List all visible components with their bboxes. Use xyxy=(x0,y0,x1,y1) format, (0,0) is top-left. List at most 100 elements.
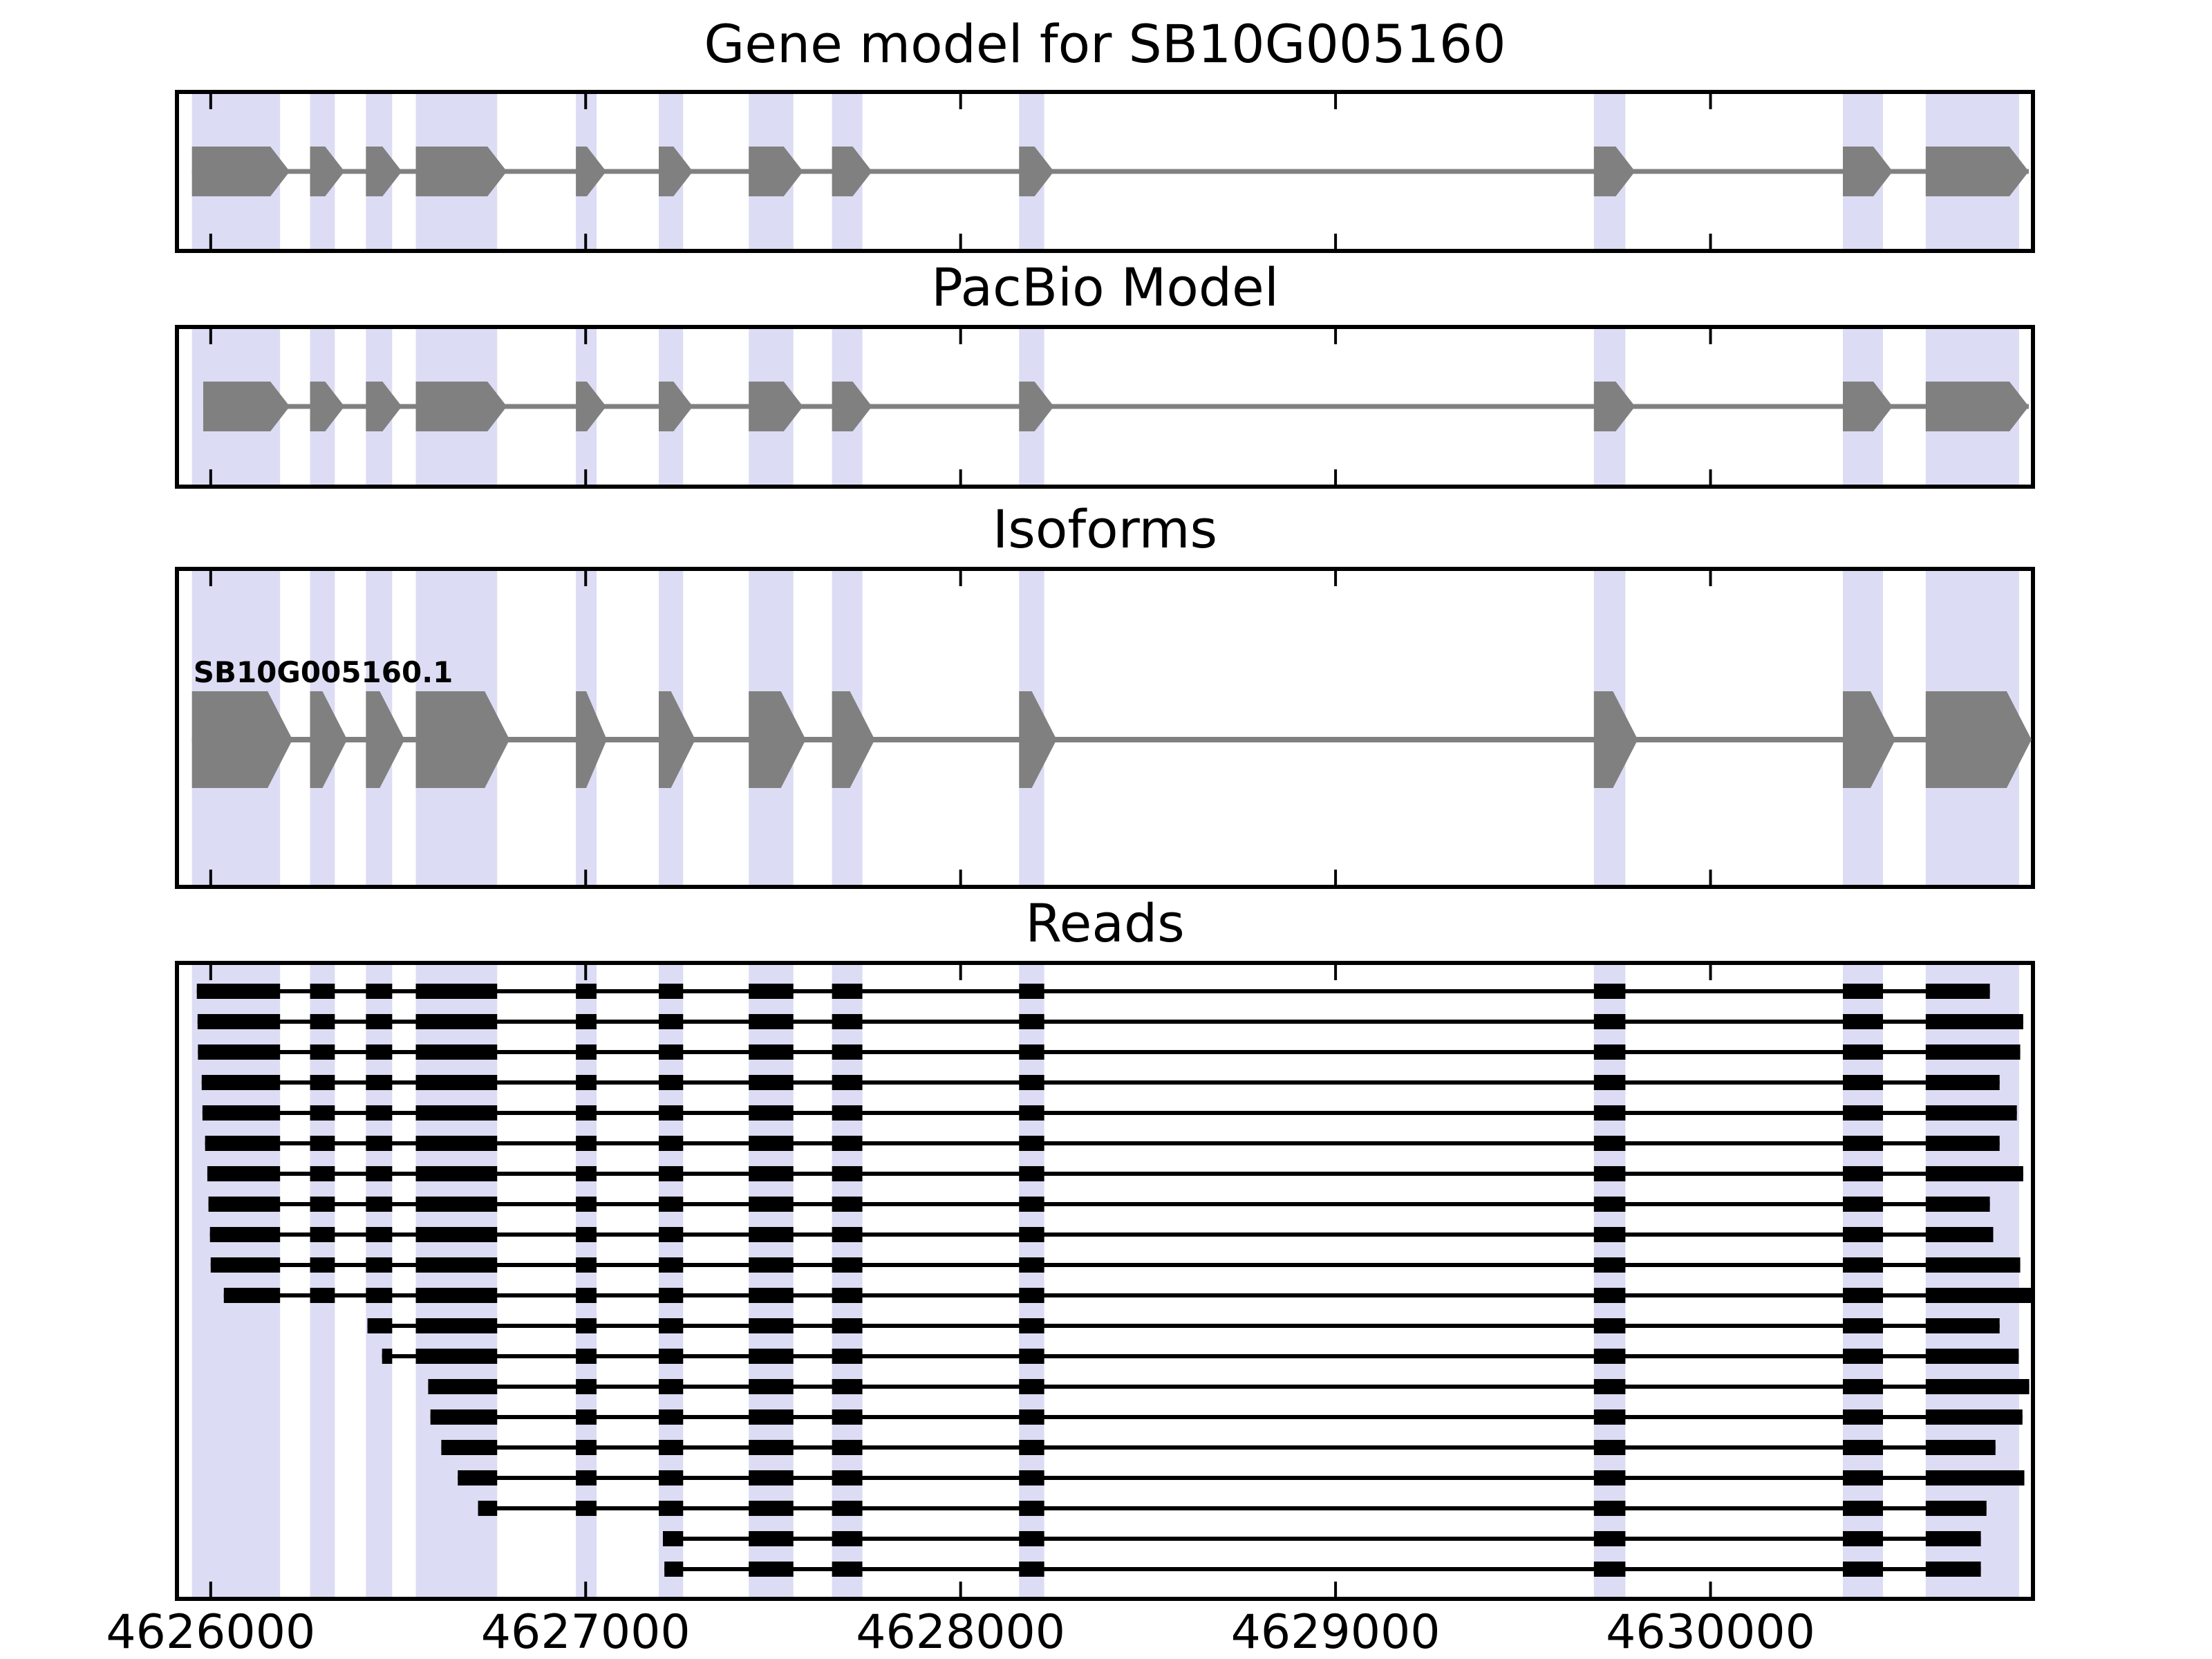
read-exon-block xyxy=(310,1075,335,1090)
axis-tick xyxy=(1334,329,1338,344)
read-intron-line xyxy=(197,1020,2023,1024)
exon-arrow xyxy=(310,691,348,788)
read-exon-block xyxy=(1019,1531,1044,1546)
read-exon-block xyxy=(1593,1470,1626,1485)
read-exon-block xyxy=(441,1440,498,1455)
read-exon-block xyxy=(832,1470,863,1485)
axis-tick xyxy=(209,234,212,249)
read-exon-block xyxy=(366,1044,393,1060)
read-exon-block xyxy=(749,1044,794,1060)
read-exon-block xyxy=(659,1501,684,1516)
read-exon-block xyxy=(832,1288,863,1303)
read-exon-block xyxy=(207,1166,281,1181)
read-exon-block xyxy=(1842,1379,1884,1394)
read-exon-block xyxy=(1593,1257,1626,1273)
read-exon-block xyxy=(415,1318,498,1333)
read-intron-line xyxy=(223,1293,2033,1297)
read-exon-block xyxy=(1019,1379,1044,1394)
read-exon-block xyxy=(415,1166,498,1181)
exon-arrow xyxy=(366,691,405,788)
read-exon-block xyxy=(1925,984,1990,999)
isoform-label: SB10G005160.1 xyxy=(193,655,453,689)
read-exon-block xyxy=(1842,1044,1884,1060)
read-intron-line xyxy=(382,1354,2019,1358)
read-exon-block xyxy=(458,1470,498,1485)
read-exon-block xyxy=(832,1166,863,1181)
x-tick-label: 4629000 xyxy=(1230,1605,1441,1659)
axis-tick xyxy=(1334,1582,1338,1597)
read-exon-block xyxy=(659,1257,684,1273)
read-exon-block xyxy=(310,984,335,999)
read-exon-block xyxy=(576,1136,597,1151)
read-exon-block xyxy=(576,1197,597,1212)
read-exon-block xyxy=(832,1105,863,1121)
panel-title-isoforms: Isoforms xyxy=(992,498,1218,560)
exon-arrow xyxy=(576,691,607,788)
read-exon-block xyxy=(366,1227,393,1242)
read-exon-block xyxy=(662,1531,684,1546)
exon-highlight-band xyxy=(659,963,684,1599)
exon-arrow xyxy=(415,382,507,431)
axis-tick xyxy=(209,870,212,885)
read-exon-block xyxy=(832,1227,863,1242)
exon-highlight-band xyxy=(366,963,393,1599)
read-exon-block xyxy=(1019,1562,1044,1577)
read-exon-block xyxy=(1842,1014,1884,1029)
read-exon-block xyxy=(310,1136,335,1151)
panel-border-pacbio xyxy=(175,325,2035,489)
exon-highlight-band xyxy=(1019,963,1044,1599)
axis-tick xyxy=(584,469,588,485)
read-exon-block xyxy=(1925,1562,1981,1577)
read-exon-block xyxy=(749,1470,794,1485)
read-exon-block xyxy=(749,1501,794,1516)
exon-arrow xyxy=(191,691,293,788)
read-exon-block xyxy=(832,1440,863,1455)
read-exon-block xyxy=(749,1014,794,1029)
read-exon-block xyxy=(415,1105,498,1121)
read-exon-block xyxy=(749,1409,794,1425)
exon-arrow xyxy=(310,382,345,431)
panel-border-reads xyxy=(175,961,2035,1601)
exon-highlight-band xyxy=(310,963,335,1599)
read-exon-block xyxy=(749,1257,794,1273)
read-exon-block xyxy=(1842,1318,1884,1333)
axis-tick xyxy=(584,1582,588,1597)
axis-tick xyxy=(209,469,212,485)
axis-tick xyxy=(1709,469,1712,485)
axis-tick xyxy=(959,469,962,485)
read-exon-block xyxy=(659,1197,684,1212)
read-exon-block xyxy=(749,1562,794,1577)
read-exon-block xyxy=(832,1014,863,1029)
read-exon-block xyxy=(659,1318,684,1333)
read-exon-block xyxy=(1925,1014,2023,1029)
read-exon-block xyxy=(576,1227,597,1242)
read-intron-line xyxy=(208,1202,1990,1206)
read-exon-block xyxy=(1019,1409,1044,1425)
read-exon-block xyxy=(664,1562,684,1577)
read-exon-block xyxy=(1019,1227,1044,1242)
read-exon-block xyxy=(659,1044,684,1060)
axis-tick xyxy=(1709,329,1712,344)
axis-tick xyxy=(584,870,588,885)
read-exon-block xyxy=(1842,1288,1884,1303)
read-exon-block xyxy=(1842,984,1884,999)
read-exon-block xyxy=(749,1288,794,1303)
read-exon-block xyxy=(659,1349,684,1364)
read-exon-block xyxy=(1925,1044,2021,1060)
axis-tick xyxy=(959,329,962,344)
read-exon-block xyxy=(1593,1318,1626,1333)
exon-arrow xyxy=(832,382,872,431)
exon-arrow xyxy=(1842,147,1893,196)
read-exon-block xyxy=(832,1197,863,1212)
read-exon-block xyxy=(1842,1166,1884,1181)
axis-tick xyxy=(959,1582,962,1597)
read-exon-block xyxy=(1842,1531,1884,1546)
read-exon-block xyxy=(1593,1166,1626,1181)
exon-arrow xyxy=(749,382,803,431)
read-exon-block xyxy=(1019,1440,1044,1455)
axis-tick xyxy=(1709,94,1712,109)
read-exon-block xyxy=(659,1379,684,1394)
read-exon-block xyxy=(1019,1136,1044,1151)
read-exon-block xyxy=(832,984,863,999)
read-exon-block xyxy=(749,1531,794,1546)
